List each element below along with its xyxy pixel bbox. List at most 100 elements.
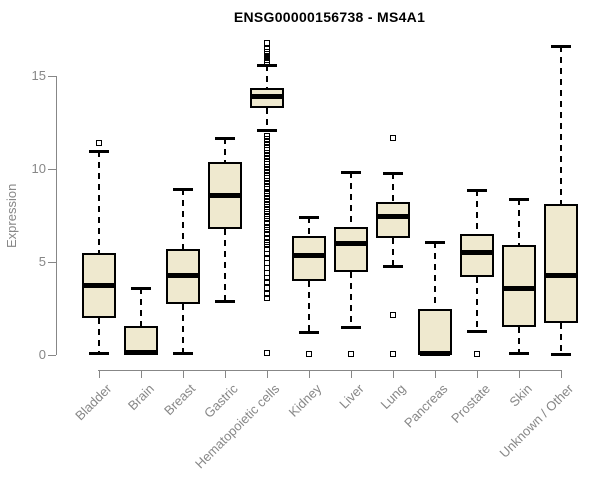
chart-title: ENSG00000156738 - MS4A1 (233, 9, 426, 25)
outlier-point (264, 295, 270, 302)
median-line (168, 273, 198, 279)
whisker-upper (518, 198, 520, 246)
whisker-upper (560, 46, 562, 205)
x-axis-tick-label: Gastric (200, 381, 241, 421)
outlier-point (348, 351, 354, 358)
median-line (210, 192, 240, 198)
box-lung (376, 202, 410, 238)
whisker-upper (224, 138, 226, 162)
whisker-cap-upper (215, 137, 235, 141)
x-axis-tick (225, 370, 226, 378)
outlier-point (390, 351, 396, 358)
whisker-cap-upper (383, 171, 403, 175)
y-axis-tick (48, 262, 56, 263)
x-axis-tick-label: Unknown / Other (497, 381, 577, 461)
whisker-upper (434, 241, 436, 309)
y-axis-tick-label: 5 (38, 254, 46, 269)
median-line (336, 240, 366, 246)
x-axis-tick (561, 370, 562, 378)
whisker-upper (266, 64, 268, 89)
whisker-upper (392, 172, 394, 203)
x-axis-tick (309, 370, 310, 378)
whisker-lower (392, 237, 394, 266)
whisker-lower (98, 317, 100, 354)
outlier-point (264, 59, 270, 66)
whisker-cap-upper (131, 287, 151, 291)
outlier-point (390, 312, 396, 318)
whisker-upper (98, 151, 100, 253)
y-axis-tick (48, 169, 56, 170)
x-axis-tick (477, 370, 478, 378)
whisker-cap-lower (467, 329, 487, 333)
whisker-upper (476, 190, 478, 235)
whisker-upper (308, 217, 310, 236)
whisker-cap-upper (341, 170, 361, 174)
outlier-point (306, 351, 312, 358)
whisker-cap-upper (257, 63, 277, 67)
x-axis-tick-label: Skin (506, 381, 535, 410)
box-liver (334, 226, 368, 273)
outlier-point (264, 195, 270, 202)
whisker-cap-lower (509, 352, 529, 356)
whisker-cap-lower (257, 128, 277, 132)
whisker-lower (224, 228, 226, 302)
y-axis-label: Expression (4, 183, 19, 248)
outlier-point (264, 135, 270, 142)
whisker-lower (518, 327, 520, 354)
outlier-point (264, 350, 270, 357)
whisker-cap-lower (551, 353, 571, 357)
outlier-point (264, 216, 270, 223)
outlier-point (264, 231, 270, 238)
x-axis-tick (183, 370, 184, 378)
whisker-cap-lower (89, 352, 109, 356)
whisker-cap-upper (425, 240, 445, 244)
whisker-cap-lower (383, 264, 403, 268)
whisker-lower (266, 107, 268, 130)
x-axis-tick-label: Prostate (447, 381, 493, 426)
outlier-point (264, 202, 270, 209)
outlier-point (264, 219, 270, 226)
y-axis-tick-label: 0 (38, 347, 46, 362)
x-axis-tick-label: Lung (377, 381, 409, 413)
whisker-lower (476, 276, 478, 331)
whisker-cap-lower (299, 330, 319, 334)
median-line (252, 93, 282, 99)
x-axis-tick-label: Breast (161, 381, 199, 419)
y-axis-tick-label: 15 (31, 68, 46, 83)
x-axis-tick-label: Bladder (72, 381, 115, 424)
outlier-point (264, 242, 270, 249)
x-axis-tick (435, 370, 436, 378)
outlier-point (264, 234, 270, 241)
y-axis-line (56, 76, 57, 355)
x-axis-line (98, 369, 562, 371)
median-line (126, 349, 156, 355)
x-axis-tick-label: Brain (124, 381, 157, 414)
median-line (546, 272, 576, 278)
y-axis-tick (48, 355, 56, 356)
outlier-point (264, 227, 270, 234)
x-axis-tick (519, 370, 520, 378)
whisker-lower (308, 280, 310, 332)
box-unknown-other (544, 204, 578, 324)
x-axis-tick (141, 370, 142, 378)
box-kidney (292, 235, 326, 281)
median-line (84, 282, 114, 288)
median-line (294, 252, 324, 258)
outlier-point (264, 208, 270, 215)
outlier-point (264, 223, 270, 230)
x-axis-tick-label: Liver (336, 381, 367, 412)
whisker-cap-lower (173, 352, 193, 356)
whisker-cap-upper (551, 45, 571, 49)
outlier-point (264, 279, 270, 286)
outlier-point (264, 39, 270, 46)
whisker-upper (182, 189, 184, 249)
box-pancreas (418, 308, 452, 355)
outlier-point (264, 212, 270, 219)
whisker-upper (140, 288, 142, 327)
whisker-lower (560, 323, 562, 355)
y-axis-tick-label: 10 (31, 161, 46, 176)
whisker-cap-upper (299, 216, 319, 220)
outlier-point (390, 135, 396, 142)
outlier-point (264, 238, 270, 245)
